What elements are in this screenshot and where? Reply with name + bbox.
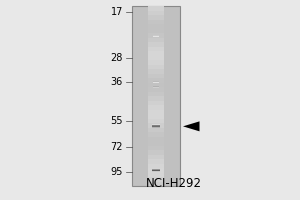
Bar [148,38,164,42]
Bar [152,125,160,126]
Bar [148,105,164,110]
Bar [148,118,164,123]
Bar [148,154,164,159]
Bar [152,126,160,127]
Bar [148,92,164,96]
Text: 55: 55 [110,116,123,126]
Bar [148,6,164,11]
Bar [148,141,164,146]
Bar [148,64,164,69]
Bar [148,168,164,172]
Bar [148,11,164,15]
Bar [148,146,164,150]
Bar [152,170,160,171]
Bar [148,33,164,38]
Bar [152,127,160,128]
Bar [152,124,160,125]
Bar [148,177,164,182]
Text: 28: 28 [111,53,123,63]
Bar [148,42,164,46]
Text: 17: 17 [111,7,123,17]
Bar [152,169,160,170]
Bar [148,24,164,28]
Bar [148,60,164,64]
Bar [148,83,164,87]
Bar [148,78,164,83]
Bar [148,110,164,114]
Bar [148,47,164,51]
Bar [148,87,164,92]
Bar [148,100,164,105]
Bar [148,74,164,78]
Bar [148,6,164,186]
Bar [148,114,164,118]
Bar [132,6,180,186]
Bar [148,15,164,20]
Polygon shape [183,121,200,131]
Bar [148,164,164,168]
Bar [152,171,160,172]
Bar [148,51,164,56]
Bar [148,123,164,128]
Text: NCI-H292: NCI-H292 [146,177,202,190]
Bar [148,172,164,177]
Text: 95: 95 [111,167,123,177]
Text: 72: 72 [110,142,123,152]
Bar [148,28,164,33]
Bar [148,20,164,24]
Bar [148,150,164,154]
Bar [148,136,164,141]
Bar [148,96,164,101]
Bar [148,55,164,60]
Bar [148,128,164,132]
Text: 36: 36 [111,77,123,87]
Bar [148,132,164,136]
Bar [148,159,164,164]
Bar [148,182,164,186]
Bar [148,69,164,74]
